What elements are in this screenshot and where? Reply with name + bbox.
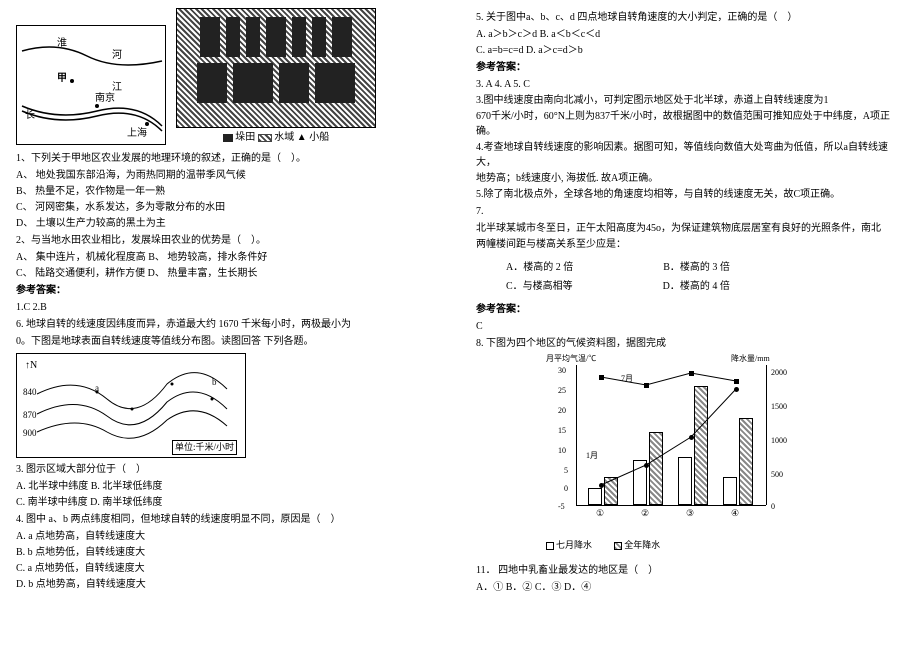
contour-870: 870 [23, 409, 37, 423]
q3-stem: 3. 图示区域大部分位于（ ） [16, 462, 444, 477]
q1-B: B、 热量不足，农作物是一年一熟 [16, 184, 444, 199]
legend-year: 全年降水 [624, 540, 660, 550]
xlabel-1: ① [596, 507, 604, 521]
map-label-huai: 淮 [57, 36, 67, 51]
ref345-exp4b: 地势高；b线速度小, 海拔低. 故A项正确。 [476, 171, 904, 186]
q7-C: C．与楼高相等 [506, 279, 573, 294]
contour-a: a [95, 382, 99, 396]
map-label-shanghai: 上海 [127, 126, 147, 141]
contour-840: 840 [23, 386, 37, 400]
ref345-exp4: 4.考查地球自转线速度的影响因素。据图可知，等值线向数值大处弯曲为低值，所以a自… [476, 140, 904, 170]
ref7-title: 参考答案： [476, 302, 904, 317]
legend-water: 水域 [274, 132, 294, 143]
q5-stem: 5. 关于图中a、b、c、d 四点地球自转角速度的大小判定，正确的是（ ） [476, 10, 904, 25]
ref12-ans: 1.C 2.B [16, 300, 444, 315]
terraces-figure: 垛田 水域 ▲ 小船 [176, 8, 376, 145]
q6-stem2: 0。下图是地球表面自转线速度等值线分布图。读图回答 下列各题。 [16, 334, 444, 349]
legend-terrace: 垛田 [235, 132, 255, 143]
chart-jan-label: 1月 [586, 450, 598, 462]
ref345-title: 参考答案： [476, 60, 904, 75]
contour-900: 900 [23, 427, 37, 441]
ref345-exp3: 3.图中线速度由南向北减小，可判定图示地区处于北半球，赤道上自转线速度为1 [476, 93, 904, 108]
q11-stem: 11． 四地中乳畜业最发达的地区是（ ） [476, 563, 904, 578]
legend-boat: 小船 [309, 132, 329, 143]
q1-stem: 1、下列关于甲地区农业发展的地理环境的叙述，正确的是（ ）。 [16, 151, 444, 166]
map-label-he: 河 [112, 48, 122, 63]
map-label-nanjing: 南京 [95, 91, 115, 106]
chart-legend: 七月降水 全年降水 [546, 539, 904, 553]
ref12-title: 参考答案： [16, 283, 444, 298]
ref345-exp3b: 670千米/小时，60°N上则为837千米/小时，故根据图中的数值范围可推知应处… [476, 109, 904, 139]
map-label-jia: 甲 [57, 71, 67, 86]
ref345-ans: 3. A 4. A 5. C [476, 77, 904, 92]
q2-AB: A、 集中连片，机械化程度高 B、 地势较高，排水条件好 [16, 250, 444, 265]
q7-A: A．楼高的 2 倍 [506, 260, 573, 275]
chart-jul-label: 7月 [621, 373, 633, 385]
q4-B: B. b 点地势低，自转线速度大 [16, 545, 444, 560]
q4-D: D. b 点地势高，自转线速度大 [16, 577, 444, 592]
xlabel-3: ③ [686, 507, 694, 521]
ref345-exp5: 5.除了南北极点外，全球各地的角速度均相等，与自转的线速度无关，故C项正确。 [476, 187, 904, 202]
q5-CD: C. a=b=c=d D. a＞c=d＞b [476, 43, 904, 58]
q7-stem2: 两幢楼间距与楼高关系至少应是： [476, 237, 904, 252]
q4-stem: 4. 图中 a、b 两点纬度相同，但地球自转的线速度明显不同，原因是（ ） [16, 512, 444, 527]
q7-stem1: 北半球某城市冬至日，正午太阳高度为45o，为保证建筑物底层居室有良好的光照条件，… [476, 221, 904, 236]
q3-AB: A. 北半球中纬度 B. 北半球低纬度 [16, 479, 444, 494]
q1-A: A、 地处我国东部沿海，为雨热同期的温带季风气候 [16, 168, 444, 183]
chart-lines [546, 355, 796, 535]
climate-chart: 月平均气温/℃ 降水量/mm 30 25 20 15 10 5 0 -5 200… [546, 355, 796, 535]
q5-AB: A. a＞b＞c＞d B. a＜b＜c＜d [476, 27, 904, 42]
xlabel-2: ② [641, 507, 649, 521]
q7-num: 7. [476, 204, 904, 219]
legend-jul: 七月降水 [556, 540, 592, 550]
q2-CD: C、 陆路交通便利，耕作方便 D、 热量丰富，生长期长 [16, 266, 444, 281]
q7-D: D．楼高的 4 倍 [663, 279, 730, 294]
q4-A: A. a 点地势高，自转线速度大 [16, 529, 444, 544]
terraces-legend: 垛田 水域 ▲ 小船 [176, 130, 376, 145]
q4-C: C. a 点地势低，自转线速度大 [16, 561, 444, 576]
q3-CD: C. 南半球中纬度 D. 南半球低纬度 [16, 495, 444, 510]
map-label-chang: 长 [25, 108, 35, 123]
q1-C: C、 河网密集，水系发达，多为零散分布的水田 [16, 200, 444, 215]
xlabel-4: ④ [731, 507, 739, 521]
q11-opts: A．① B．② C．③ D．④ [476, 580, 904, 595]
q1-D: D、 土壤以生产力较高的黑土为主 [16, 216, 444, 231]
q6-stem1: 6. 地球自转的线速度因纬度而异，赤道最大约 1670 千米每小时，两极最小为 [16, 317, 444, 332]
ref7-ans: C [476, 319, 904, 334]
q2-stem: 2、与当地水田农业相比，发展垛田农业的优势是（ ）。 [16, 233, 444, 248]
contour-unit: 单位:千米/小时 [172, 440, 237, 456]
map-figure: 淮 河 甲 江 长 南京 上海 [16, 25, 166, 145]
contour-figure: ↑N 840 870 900 a b 单位:千米/小时 [16, 353, 246, 458]
contour-b: b [212, 376, 217, 390]
q7-B: B．楼高的 3 倍 [663, 260, 730, 275]
q8-stem: 8. 下图为四个地区的气候资料图，据图完成 [476, 336, 904, 351]
